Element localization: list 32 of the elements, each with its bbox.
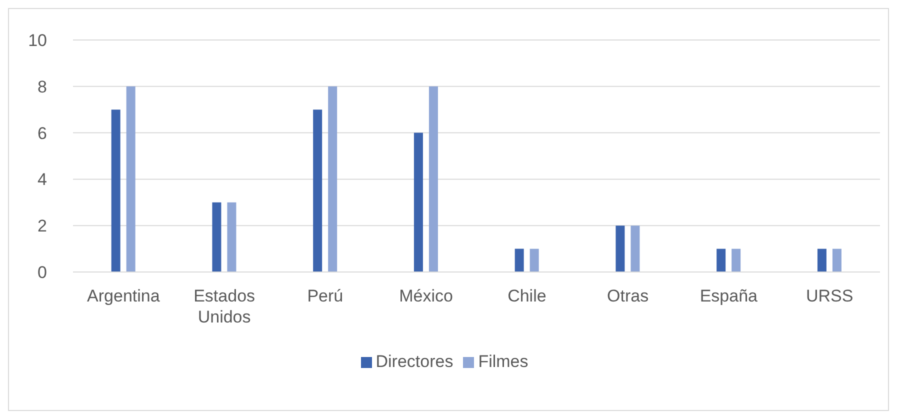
bar <box>514 248 524 272</box>
x-tick-label: Chile <box>508 286 546 306</box>
bar <box>832 248 842 272</box>
x-tick-label: URSS <box>806 286 854 306</box>
bar <box>716 248 726 272</box>
x-tick-label: España <box>700 286 758 306</box>
y-tick-label: 8 <box>38 77 47 96</box>
bar <box>530 248 539 272</box>
x-tick-label: Argentina <box>87 286 160 306</box>
x-tick-label: México <box>399 286 453 306</box>
legend-label: Directores <box>376 352 454 371</box>
bar <box>212 202 222 272</box>
y-tick-label: 6 <box>38 124 47 143</box>
bar <box>428 86 438 272</box>
x-tick-label: Estados Unidos <box>194 286 256 327</box>
legend-label: Filmes <box>478 352 528 371</box>
bar <box>111 110 120 272</box>
bar <box>630 226 640 272</box>
bar <box>227 202 236 272</box>
x-tick-label: Perú <box>307 286 344 306</box>
x-tick-label: Otras <box>607 286 649 306</box>
bar <box>313 110 322 272</box>
bar <box>414 132 423 272</box>
y-tick-label: 0 <box>38 263 47 282</box>
bar <box>328 86 338 272</box>
bar <box>616 226 625 272</box>
y-tick-label: 10 <box>28 31 47 50</box>
bar <box>817 248 826 272</box>
y-tick-label: 4 <box>38 170 47 190</box>
bar <box>732 248 741 272</box>
y-tick-label: 2 <box>38 216 47 236</box>
bar <box>126 86 136 272</box>
